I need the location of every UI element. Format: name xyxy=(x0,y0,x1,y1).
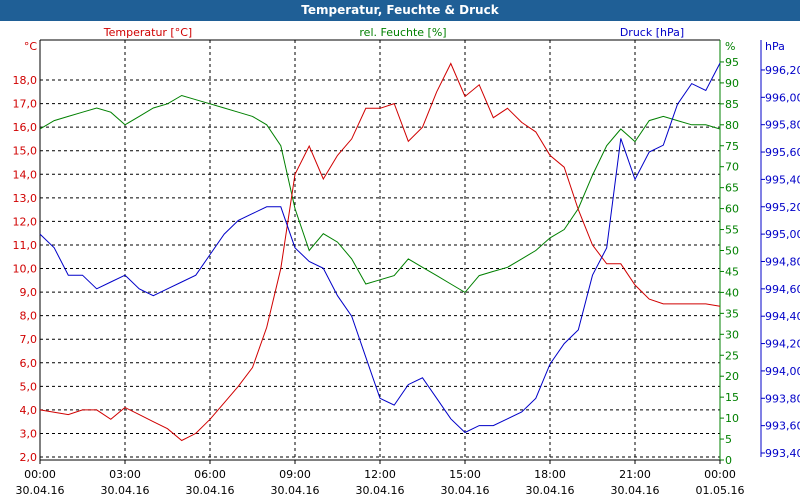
x-tick-time: 00:00 xyxy=(24,468,56,481)
humidity-tick-label: 35 xyxy=(725,307,739,320)
humidity-tick-label: 75 xyxy=(725,140,739,153)
x-tick-date: 30.04.16 xyxy=(611,484,660,497)
temperature-tick-label: 18,0 xyxy=(13,74,38,87)
pressure-tick-label: 994,40 xyxy=(765,310,800,323)
humidity-tick-label: 40 xyxy=(725,286,739,299)
legend-humidity: rel. Feuchte [%] xyxy=(359,26,446,39)
pressure-tick-label: 995,40 xyxy=(765,173,800,186)
temperature-tick-label: 14,0 xyxy=(13,168,38,181)
pressure-tick-label: 996,00 xyxy=(765,91,800,104)
x-tick-time: 12:00 xyxy=(364,468,396,481)
humidity-tick-label: 90 xyxy=(725,77,739,90)
temperature-tick-label: 11,0 xyxy=(13,239,38,252)
temperature-tick-label: 5,0 xyxy=(20,380,38,393)
x-tick-date: 30.04.16 xyxy=(526,484,575,497)
temperature-tick-label: 10,0 xyxy=(13,263,38,276)
humidity-tick-label: 30 xyxy=(725,328,739,341)
humidity-tick-label: 5 xyxy=(725,433,732,446)
pressure-tick-label: 994,20 xyxy=(765,338,800,351)
humidity-tick-label: 55 xyxy=(725,224,739,237)
humidity-tick-label: 95 xyxy=(725,56,739,69)
pressure-line xyxy=(39,62,721,434)
humidity-line xyxy=(39,94,721,294)
pressure-tick-label: 993,60 xyxy=(765,420,800,433)
x-tick-time: 21:00 xyxy=(619,468,651,481)
x-tick-time: 15:00 xyxy=(449,468,481,481)
x-tick-date: 30.04.16 xyxy=(186,484,235,497)
pressure-tick-label: 995,80 xyxy=(765,119,800,132)
pressure-tick-label: 993,40 xyxy=(765,447,800,460)
humidity-tick-label: 15 xyxy=(725,391,739,404)
x-tick-date: 30.04.16 xyxy=(16,484,65,497)
temperature-unit: °C xyxy=(24,40,38,53)
chart-title: Temperatur, Feuchte & Druck xyxy=(0,0,800,21)
humidity-tick-label: 50 xyxy=(725,245,739,258)
temperature-tick-label: 17,0 xyxy=(13,98,38,111)
temperature-tick-label: 9,0 xyxy=(20,286,38,299)
pressure-tick-label: 995,00 xyxy=(765,228,800,241)
temperature-tick-label: 3,0 xyxy=(20,427,38,440)
temperature-line xyxy=(39,62,721,442)
humidity-tick-label: 0 xyxy=(725,454,732,467)
x-tick-date: 30.04.16 xyxy=(441,484,490,497)
temperature-tick-label: 16,0 xyxy=(13,121,38,134)
temperature-tick-label: 6,0 xyxy=(20,357,38,370)
x-tick-date: 01.05.16 xyxy=(696,484,745,497)
pressure-tick-label: 993,80 xyxy=(765,392,800,405)
temperature-tick-label: 12,0 xyxy=(13,215,38,228)
temperature-tick-label: 2,0 xyxy=(20,451,38,464)
x-tick-time: 00:00 xyxy=(704,468,736,481)
pressure-tick-label: 994,80 xyxy=(765,255,800,268)
humidity-tick-label: 45 xyxy=(725,265,739,278)
legend-temperature: Temperatur [°C] xyxy=(103,26,192,39)
pressure-tick-label: 996,20 xyxy=(765,64,800,77)
pressure-tick-label: 994,00 xyxy=(765,365,800,378)
chart: Temperatur [°C] rel. Feuchte [%] Druck [hP… xyxy=(13,26,800,497)
temperature-tick-label: 4,0 xyxy=(20,404,38,417)
humidity-tick-label: 20 xyxy=(725,370,739,383)
humidity-tick-label: 10 xyxy=(725,412,739,425)
pressure-tick-label: 995,20 xyxy=(765,201,800,214)
temperature-tick-label: 15,0 xyxy=(13,145,38,158)
temperature-tick-label: 8,0 xyxy=(20,310,38,323)
legend-pressure: Druck [hPa] xyxy=(620,26,684,39)
humidity-tick-label: 25 xyxy=(725,349,739,362)
x-tick-date: 30.04.16 xyxy=(271,484,320,497)
humidity-tick-label: 65 xyxy=(725,182,739,195)
humidity-tick-label: 60 xyxy=(725,203,739,216)
x-tick-time: 03:00 xyxy=(109,468,141,481)
x-tick-date: 30.04.16 xyxy=(101,484,150,497)
pressure-unit: hPa xyxy=(765,40,785,53)
pressure-tick-label: 994,60 xyxy=(765,283,800,296)
humidity-tick-label: 70 xyxy=(725,161,739,174)
humidity-unit: % xyxy=(725,40,735,53)
humidity-tick-label: 80 xyxy=(725,119,739,132)
x-tick-date: 30.04.16 xyxy=(356,484,405,497)
x-tick-time: 09:00 xyxy=(279,468,311,481)
pressure-tick-label: 995,60 xyxy=(765,146,800,159)
temperature-tick-label: 13,0 xyxy=(13,192,38,205)
temperature-tick-label: 7,0 xyxy=(20,333,38,346)
x-tick-time: 06:00 xyxy=(194,468,226,481)
humidity-tick-label: 85 xyxy=(725,98,739,111)
x-tick-time: 18:00 xyxy=(534,468,566,481)
